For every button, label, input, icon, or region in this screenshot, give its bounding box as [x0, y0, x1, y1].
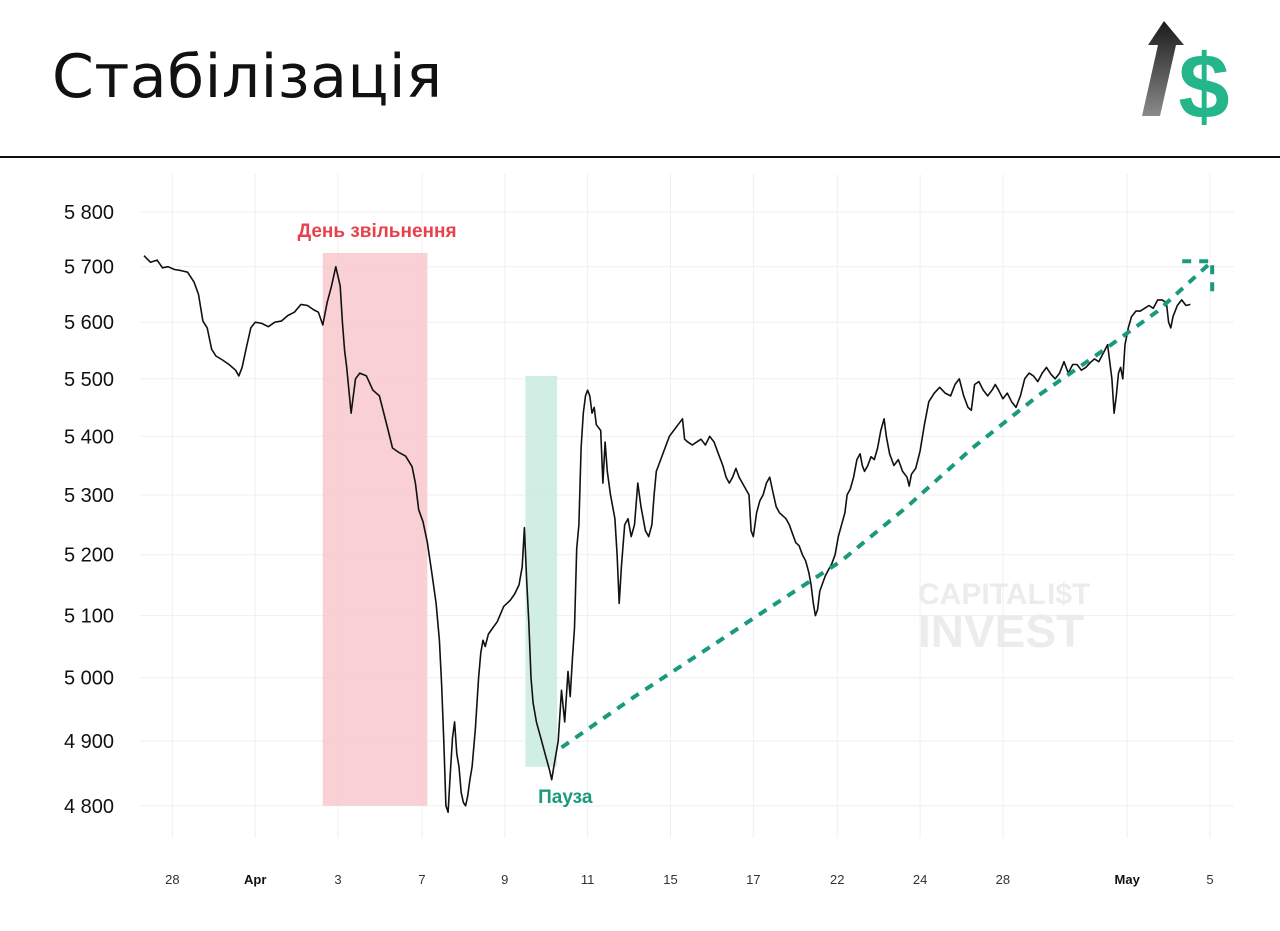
watermark: CAPITAL I$T INVEST	[918, 578, 1090, 657]
y-tick-label: 5 600	[64, 312, 114, 334]
pause-label: Пауза	[538, 787, 593, 808]
svg-text:$: $	[1178, 36, 1229, 128]
x-tick-label: 3	[334, 872, 341, 887]
watermark-line2: INVEST	[918, 605, 1084, 657]
price-series-line	[144, 256, 1190, 813]
release-day-label: День звільнення	[298, 221, 457, 242]
y-tick-label: 5 000	[64, 668, 114, 690]
x-tick-label: 5	[1206, 872, 1213, 887]
x-tick-label: 28	[996, 872, 1010, 887]
x-tick-label: May	[1115, 872, 1141, 887]
y-tick-label: 5 300	[64, 485, 114, 507]
chart-shaded-regions	[323, 253, 557, 806]
x-tick-label: Apr	[244, 872, 266, 887]
x-tick-label: 7	[418, 872, 425, 887]
y-tick-label: 5 100	[64, 606, 114, 628]
x-axis: 28 Apr 3 7 9 11 15 17 22 24 28 May 5	[165, 872, 1214, 887]
y-tick-label: 5 200	[64, 545, 114, 567]
y-tick-label: 5 800	[64, 202, 114, 224]
y-axis: 5 800 5 700 5 600 5 500 5 400 5 300 5 200 5 100…	[64, 202, 114, 818]
y-tick-label: 4 800	[64, 796, 114, 818]
x-tick-label: 15	[663, 872, 677, 887]
shaded-region	[323, 253, 428, 806]
x-tick-label: 22	[830, 872, 844, 887]
arrow-dollar-logo-icon: $	[1136, 18, 1246, 128]
shaded-region	[526, 376, 558, 767]
y-tick-label: 4 900	[64, 731, 114, 753]
price-chart: CAPITAL I$T INVEST 5 8005 7005 6005 5005…	[0, 160, 1280, 931]
y-tick-label: 5 500	[64, 369, 114, 391]
x-tick-label: 28	[165, 872, 179, 887]
y-tick-label: 5 700	[64, 257, 114, 279]
header-divider	[0, 156, 1280, 158]
x-tick-label: 9	[501, 872, 508, 887]
x-tick-label: 11	[581, 872, 595, 887]
x-tick-label: 17	[746, 872, 760, 887]
y-tick-label: 5 400	[64, 426, 114, 448]
chart-grid	[140, 174, 1234, 838]
page-title: Стабілізація	[52, 42, 443, 112]
header: Стабілізація $	[0, 0, 1280, 156]
x-tick-label: 24	[913, 872, 927, 887]
trend-arrow-line	[562, 261, 1213, 747]
